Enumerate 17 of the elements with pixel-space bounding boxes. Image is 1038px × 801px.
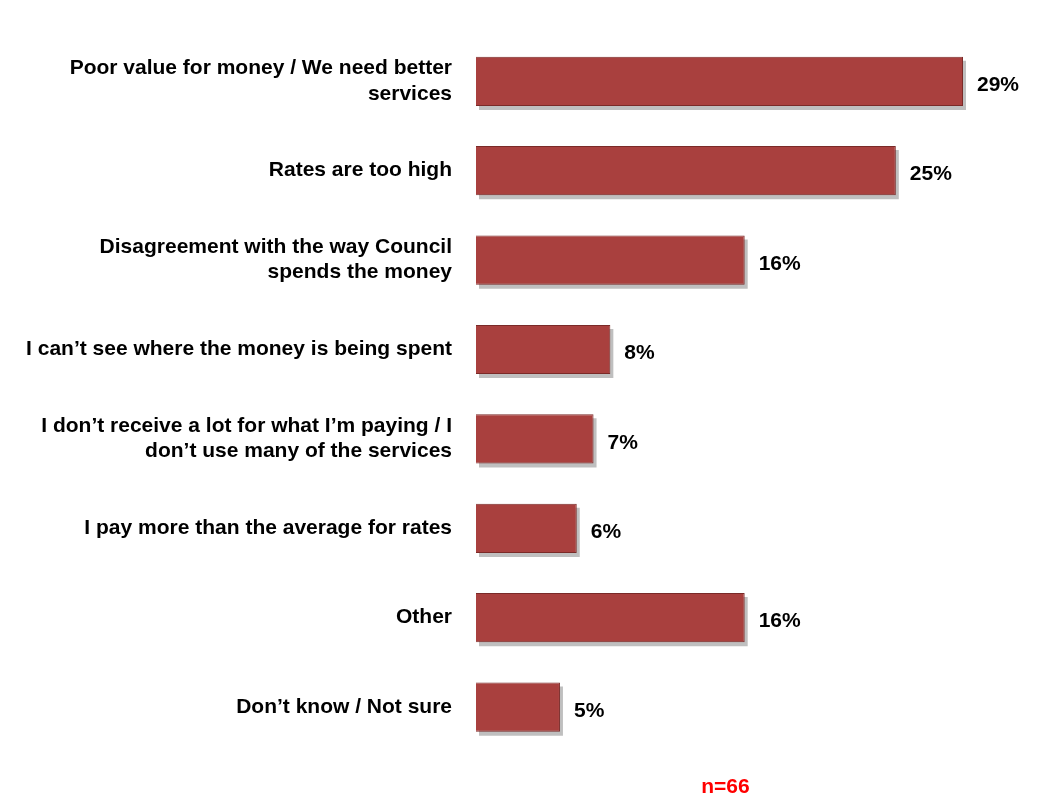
- y-tick-label: Disagreement with the way Council spends the money: [99, 234, 453, 283]
- data-label: 6%: [590, 519, 622, 543]
- y-tick-label: Don’t know / Not sure: [236, 693, 452, 717]
- data-label: 5%: [573, 697, 605, 721]
- data-label: 25%: [909, 161, 953, 185]
- data-label: 29%: [977, 72, 1020, 96]
- data-label: 8%: [624, 340, 656, 364]
- y-tick-label: I can’t see where the money is being spent: [26, 336, 452, 360]
- y-tick-label: Poor value for money / We need better services: [69, 55, 452, 104]
- data-label: 16%: [758, 608, 802, 632]
- y-tick-label: Other: [395, 604, 452, 628]
- text: n=66: [701, 773, 750, 797]
- y-tick-label: I don’t receive a lot for what I’m paying / I don’t use many of the services: [41, 413, 452, 462]
- data-label: 7%: [607, 429, 639, 453]
- data-label: 16%: [758, 250, 802, 274]
- y-tick-label: I pay more than the average for rates: [84, 515, 452, 539]
- y-tick-label: Rates are too high: [268, 157, 452, 181]
